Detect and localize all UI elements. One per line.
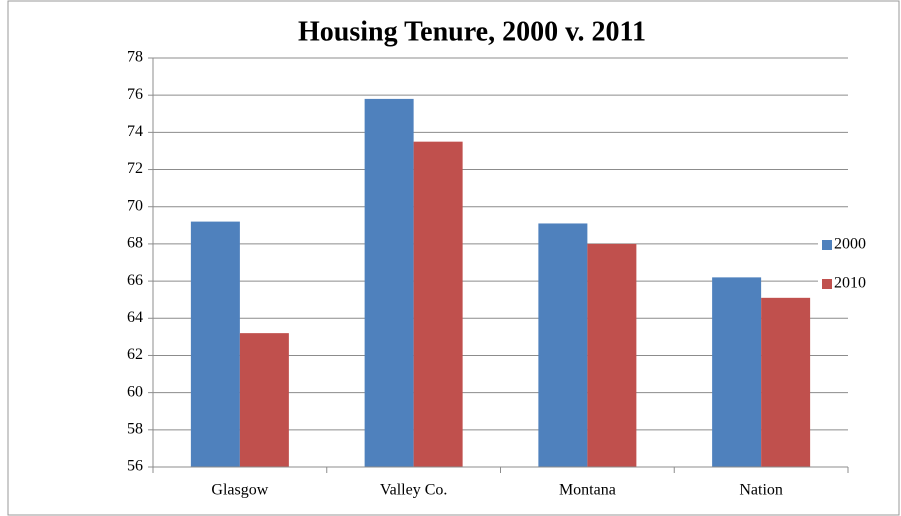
chart-title: Housing Tenure, 2000 v. 2011 <box>298 16 646 47</box>
bar <box>587 243 637 467</box>
y-tick-label: 58 <box>127 420 143 437</box>
y-tick-label: 76 <box>127 86 143 103</box>
y-tick-label: 62 <box>127 346 143 363</box>
bar <box>364 98 414 468</box>
y-tick-label: 72 <box>127 160 143 177</box>
bar <box>538 223 588 467</box>
bar <box>239 333 289 467</box>
bar <box>712 277 762 467</box>
legend-label: 2000 <box>834 236 866 253</box>
x-tick-label: Glasgow <box>211 482 268 499</box>
y-tick-label: 74 <box>127 123 143 140</box>
y-tick-label: 66 <box>127 272 143 289</box>
legend-swatch <box>822 279 832 289</box>
y-tick-label: 78 <box>127 49 143 66</box>
bar <box>761 297 811 467</box>
y-tick-label: 68 <box>127 235 143 252</box>
bar <box>190 221 240 467</box>
y-tick-label: 64 <box>127 309 143 326</box>
x-tick-label: Valley Co. <box>380 482 448 499</box>
y-tick-label: 56 <box>127 458 143 475</box>
bar <box>413 141 463 467</box>
x-tick-label: Montana <box>559 482 616 499</box>
legend-swatch <box>822 240 832 250</box>
legend-label: 2010 <box>834 275 866 292</box>
y-tick-label: 60 <box>127 383 143 400</box>
y-tick-label: 70 <box>127 197 143 214</box>
x-tick-label: Nation <box>739 482 783 499</box>
